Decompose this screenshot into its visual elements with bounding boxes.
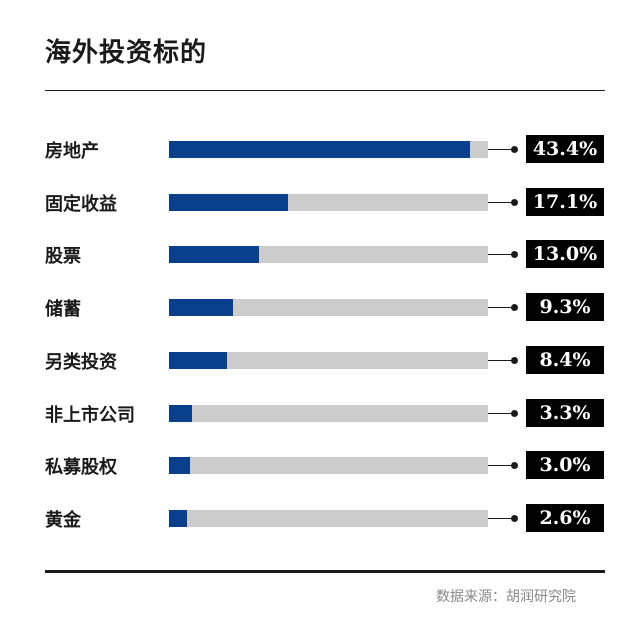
value-label: 3.3% xyxy=(526,399,604,427)
bottom-divider xyxy=(45,570,605,573)
bar-track xyxy=(169,457,488,474)
value-label: 9.3% xyxy=(526,293,604,321)
bar-row: 固定收益 17.1% xyxy=(0,188,637,218)
bar-row: 私募股权 3.0% xyxy=(0,451,637,481)
bar-row: 黄金 2.6% xyxy=(0,504,637,534)
bar xyxy=(169,352,228,369)
top-divider xyxy=(45,90,605,91)
bar-track xyxy=(169,405,488,422)
bar-row: 非上市公司 3.3% xyxy=(0,399,637,429)
category-label: 另类投资 xyxy=(45,352,117,373)
leader-line xyxy=(488,202,514,203)
bar-track xyxy=(169,141,488,158)
leader-dot xyxy=(511,251,518,258)
bar-track xyxy=(169,510,488,527)
bar xyxy=(169,194,288,211)
bar xyxy=(169,510,188,527)
bar xyxy=(169,246,260,263)
category-label: 私募股权 xyxy=(45,457,117,478)
bar-track xyxy=(169,299,488,316)
bar-track xyxy=(169,352,488,369)
leader-dot xyxy=(511,410,518,417)
bar-row: 另类投资 8.4% xyxy=(0,346,637,376)
leader-dot xyxy=(511,357,518,364)
leader-line xyxy=(488,360,514,361)
bar-row: 储蓄 9.3% xyxy=(0,293,637,323)
bar-track xyxy=(169,194,488,211)
leader-line xyxy=(488,413,514,414)
bar xyxy=(169,405,192,422)
bar xyxy=(169,457,190,474)
bar-row: 股票 13.0% xyxy=(0,240,637,270)
value-label: 43.4% xyxy=(526,135,604,163)
leader-dot xyxy=(511,462,518,469)
leader-dot xyxy=(511,515,518,522)
value-label: 8.4% xyxy=(526,346,604,374)
bar xyxy=(169,299,234,316)
leader-dot xyxy=(511,304,518,311)
category-label: 股票 xyxy=(45,246,81,267)
category-label: 房地产 xyxy=(45,141,99,162)
category-label: 储蓄 xyxy=(45,299,81,320)
source-note: 数据来源：胡润研究院 xyxy=(436,589,576,605)
category-label: 固定收益 xyxy=(45,194,117,215)
leader-line xyxy=(488,518,514,519)
chart-title: 海外投资标的 xyxy=(45,38,208,68)
value-label: 2.6% xyxy=(526,504,604,532)
category-label: 黄金 xyxy=(45,510,81,531)
leader-line xyxy=(488,254,514,255)
value-label: 13.0% xyxy=(526,240,604,268)
category-label: 非上市公司 xyxy=(45,405,135,426)
leader-line xyxy=(488,465,514,466)
leader-line xyxy=(488,307,514,308)
leader-line xyxy=(488,149,514,150)
bar-row: 房地产 43.4% xyxy=(0,135,637,165)
value-label: 17.1% xyxy=(526,188,604,216)
value-label: 3.0% xyxy=(526,451,604,479)
bar-track xyxy=(169,246,488,263)
leader-dot xyxy=(511,199,518,206)
bar xyxy=(169,141,470,158)
leader-dot xyxy=(511,146,518,153)
